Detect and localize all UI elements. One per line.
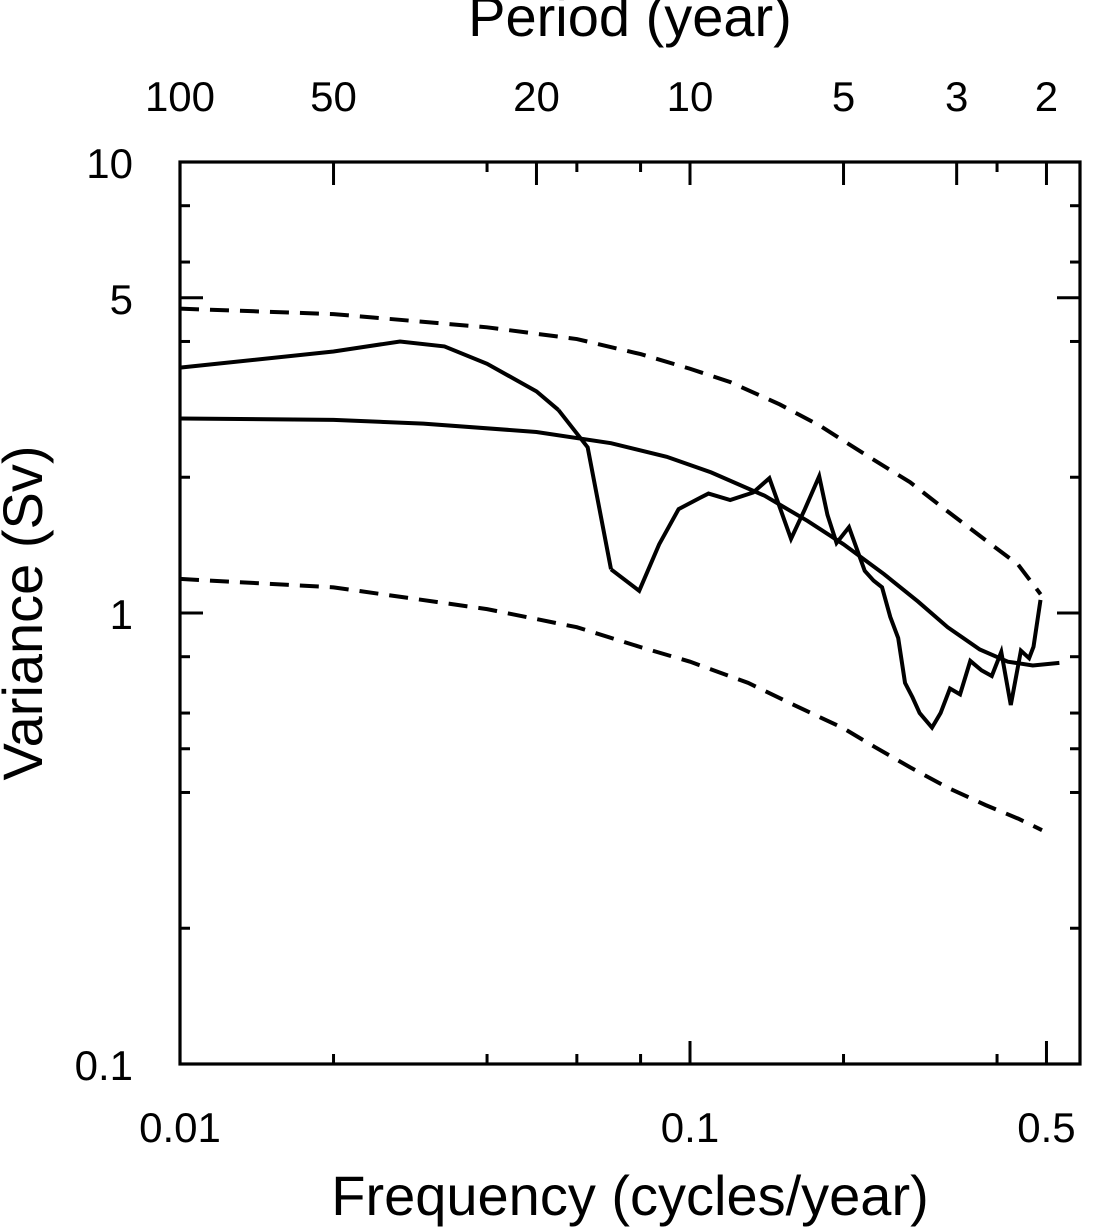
svg-text:0.1: 0.1 [661, 1104, 719, 1151]
svg-text:Frequency (cycles/year): Frequency (cycles/year) [331, 1164, 929, 1227]
svg-text:Period (year): Period (year) [468, 0, 792, 48]
svg-text:5: 5 [832, 73, 855, 120]
svg-text:50: 50 [310, 73, 357, 120]
svg-text:0.5: 0.5 [1017, 1104, 1075, 1151]
svg-text:3: 3 [945, 73, 968, 120]
svg-text:10: 10 [667, 73, 714, 120]
svg-text:0.1: 0.1 [75, 1042, 133, 1089]
svg-text:1: 1 [110, 591, 133, 638]
svg-text:100: 100 [145, 73, 215, 120]
svg-text:0.01: 0.01 [139, 1104, 221, 1151]
svg-text:2: 2 [1035, 73, 1058, 120]
svg-text:Variance (Sv): Variance (Sv) [0, 445, 54, 780]
svg-text:10: 10 [86, 140, 133, 187]
svg-text:20: 20 [513, 73, 560, 120]
svg-text:5: 5 [110, 276, 133, 323]
